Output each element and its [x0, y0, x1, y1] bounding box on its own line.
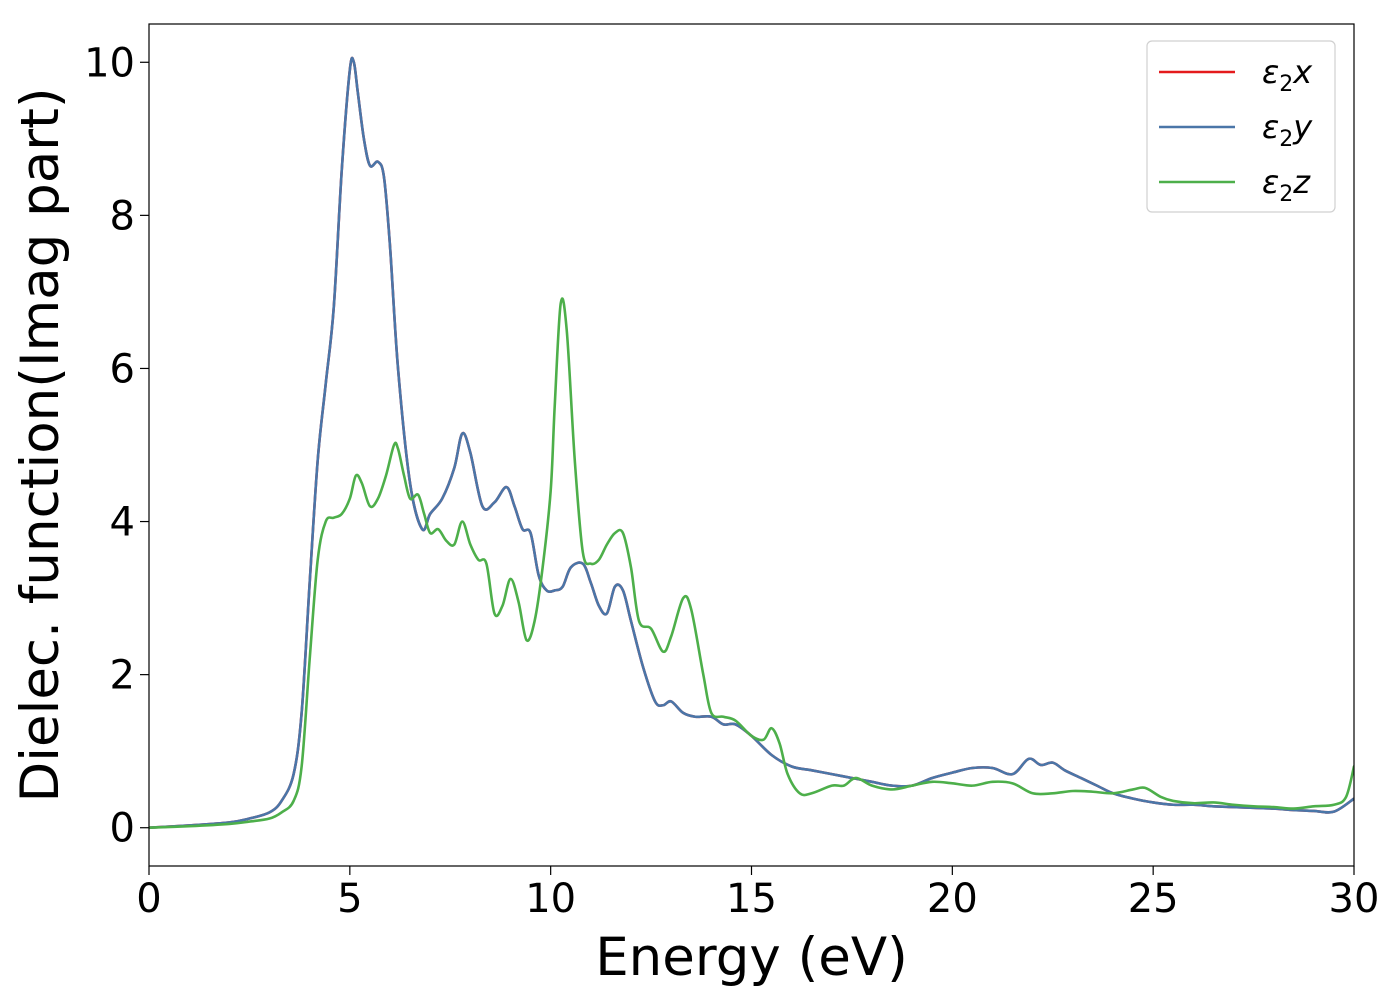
series-line-z	[149, 297, 1354, 830]
x-tick-label: 15	[726, 876, 777, 922]
legend-box	[1146, 40, 1336, 213]
plot-area	[149, 56, 1354, 830]
y-axis-label: Dielec. function(Imag part)	[10, 87, 71, 802]
plot-frame	[148, 23, 1355, 867]
legend-label-z: ε2z	[1262, 163, 1311, 207]
x-tick-label: 5	[337, 876, 362, 922]
y-tick-label: 10	[84, 40, 135, 86]
y-tick-label: 2	[110, 653, 135, 699]
y-axis-ticks: 0 2 4 6 8 10	[84, 40, 149, 852]
y-tick-label: 6	[110, 346, 135, 392]
x-axis-label: Energy (eV)	[595, 927, 908, 988]
x-tick-label: 0	[136, 876, 161, 922]
x-axis-ticks: 0 5 10 15 20 25 30	[136, 866, 1379, 922]
legend: ε2x ε2y ε2z	[1146, 40, 1336, 213]
legend-label-x: ε2x	[1262, 53, 1313, 97]
series-line-y	[149, 56, 1354, 830]
y-tick-label: 4	[110, 500, 135, 546]
y-tick-label: 0	[110, 806, 135, 852]
legend-label-y: ε2y	[1262, 108, 1313, 152]
y-tick-label: 8	[110, 193, 135, 239]
x-tick-label: 20	[927, 876, 978, 922]
x-tick-label: 10	[525, 876, 576, 922]
x-tick-label: 25	[1128, 876, 1179, 922]
x-tick-label: 30	[1329, 876, 1380, 922]
